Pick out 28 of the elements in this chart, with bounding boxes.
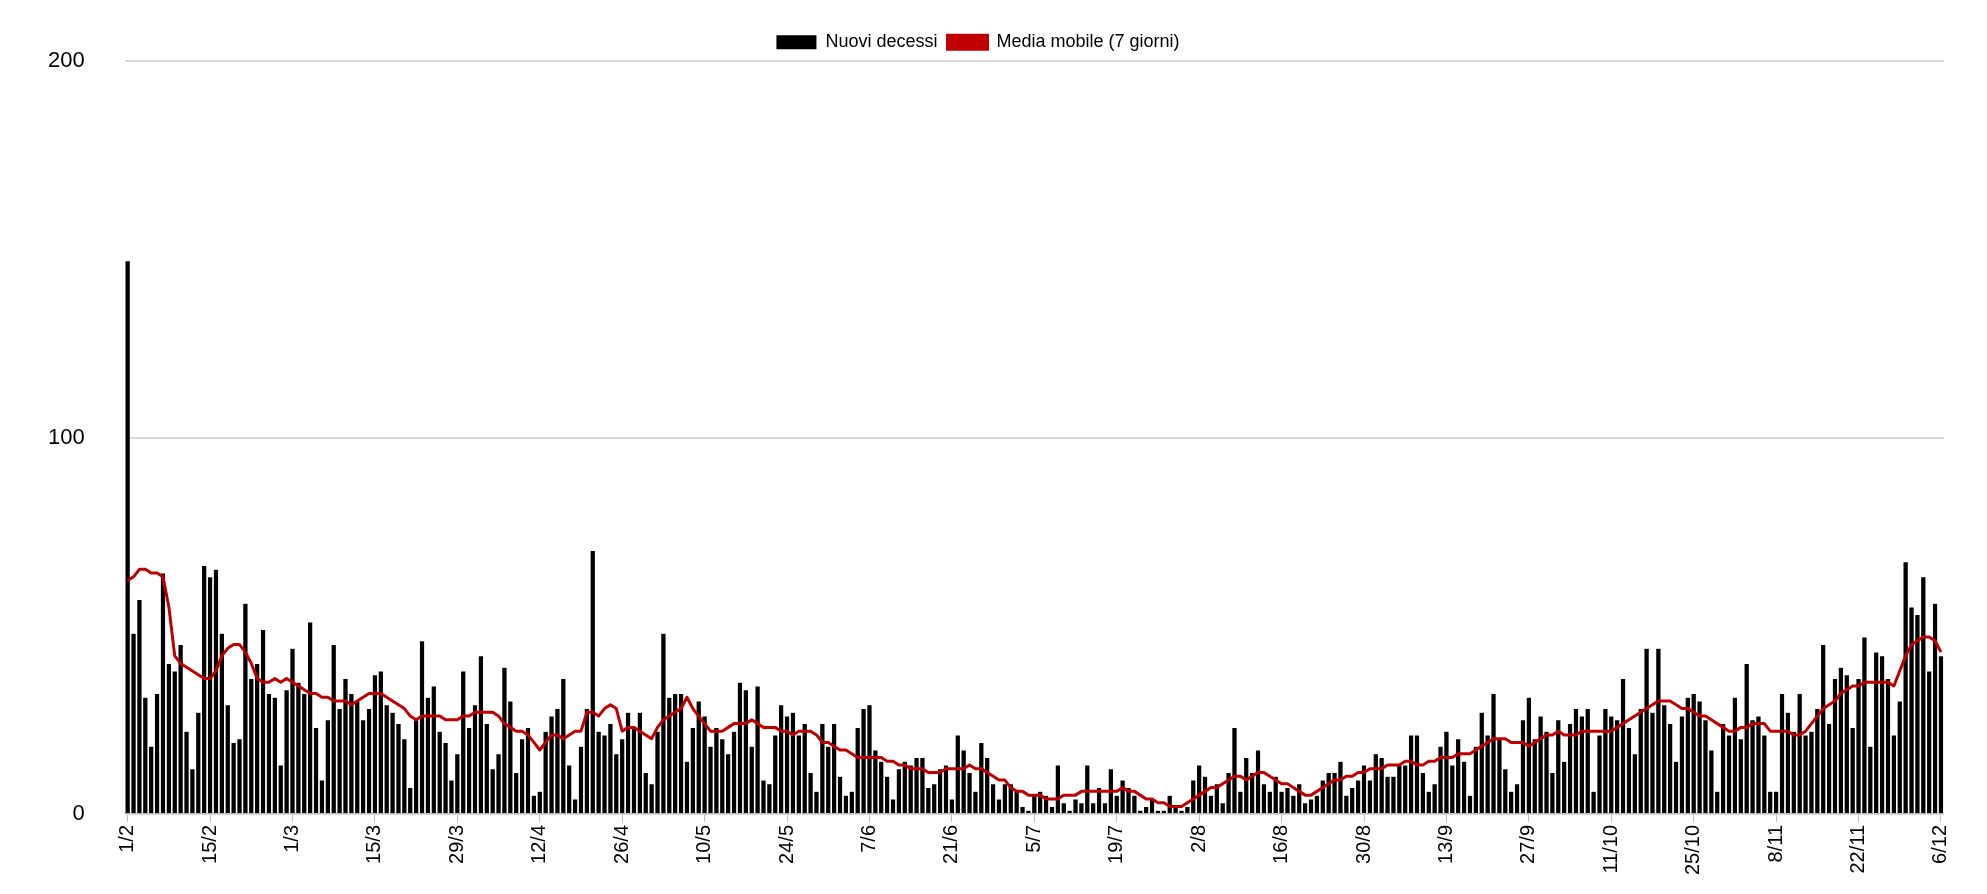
x-tick-label: 13/9 — [1433, 824, 1456, 864]
y-tick-label: 0 — [72, 800, 85, 826]
x-tick-label: 5/7 — [1021, 824, 1044, 853]
x-tick-label: 12/4 — [527, 824, 550, 864]
x-tick-label: 7/6 — [856, 824, 879, 853]
x-tick-label: 2/8 — [1186, 824, 1209, 853]
x-tick-label: 16/8 — [1269, 824, 1292, 864]
x-tick-label: 30/8 — [1351, 824, 1374, 864]
x-tick-label: 22/11 — [1846, 824, 1869, 874]
x-tick-label: 25/10 — [1681, 824, 1704, 876]
x-tick-label: 1/2 — [115, 824, 138, 853]
x-tick-label: 29/3 — [444, 824, 467, 864]
x-tick-label: 15/2 — [197, 824, 220, 864]
x-tick-label: 24/5 — [774, 824, 797, 864]
x-tick-label: 6/12 — [1928, 824, 1951, 864]
x-tick-label: 27/9 — [1516, 824, 1539, 864]
x-tick-label: 8/11 — [1763, 824, 1786, 863]
x-tick-label: 26/4 — [609, 824, 632, 864]
legend-label: Media mobile (7 giorni) — [996, 31, 1180, 52]
x-tick-label: 10/5 — [692, 824, 715, 864]
y-tick-label: 100 — [47, 423, 85, 449]
legend-label: Nuovi decessi — [825, 31, 938, 52]
y-tick-label: 200 — [47, 47, 85, 73]
x-tick-label: 11/10 — [1598, 824, 1621, 874]
x-tick-label: 1/3 — [280, 824, 303, 853]
x-tick-label: 21/6 — [939, 824, 962, 864]
x-tick-label: 19/7 — [1104, 824, 1127, 864]
x-tick-label: 15/3 — [362, 824, 385, 864]
